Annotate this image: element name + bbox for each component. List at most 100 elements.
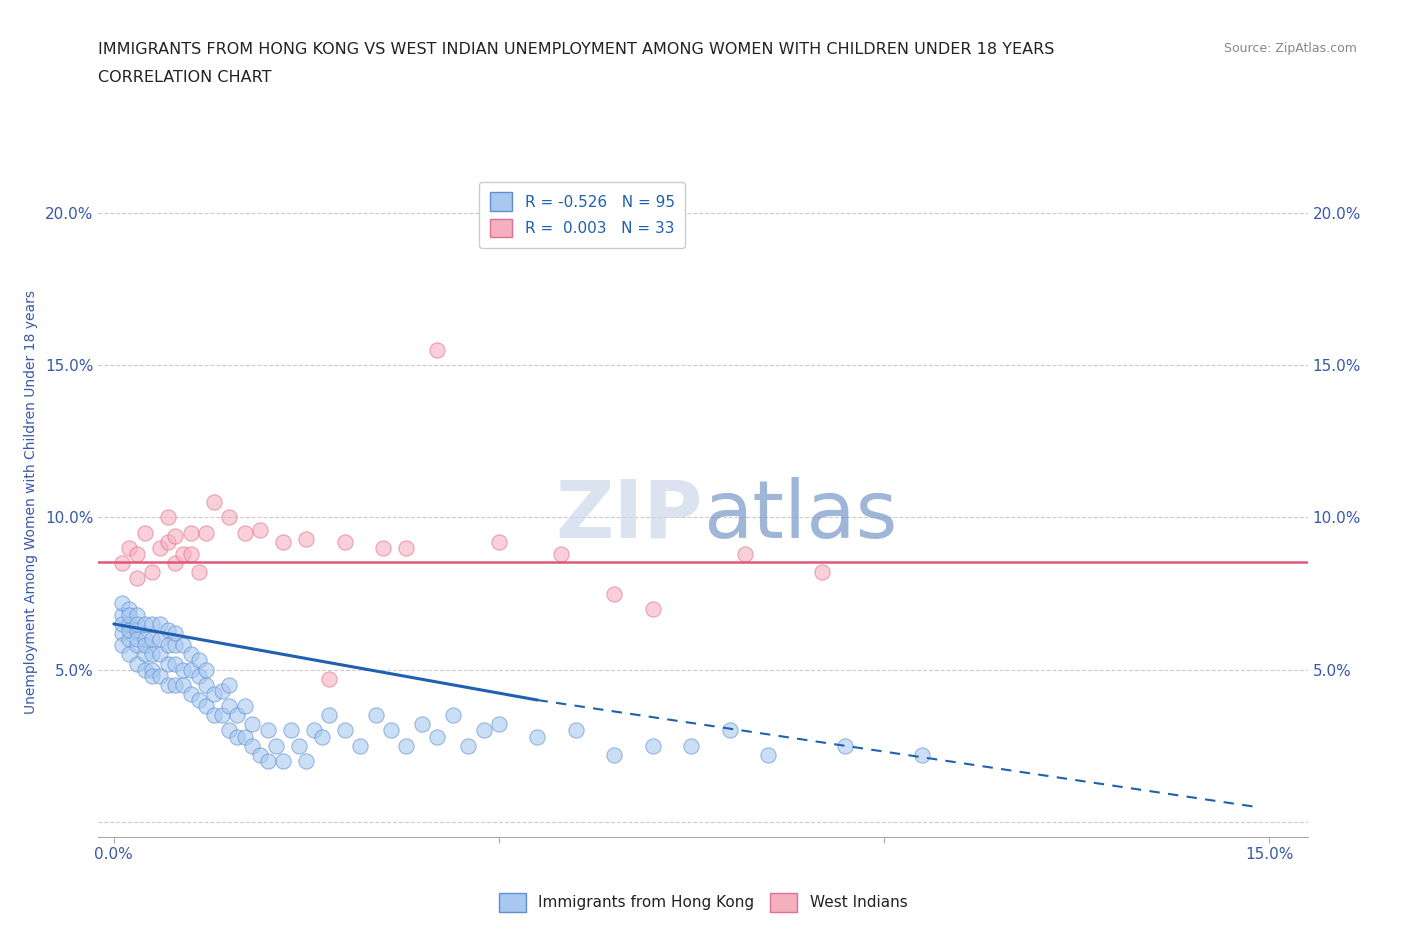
Point — [118, 631, 141, 646]
Point — [165, 638, 187, 653]
Point — [172, 662, 194, 677]
Point — [271, 753, 294, 768]
Point — [134, 638, 156, 653]
Point — [211, 708, 233, 723]
Point — [264, 738, 287, 753]
Point — [911, 748, 934, 763]
Point — [641, 602, 664, 617]
Point — [302, 723, 325, 737]
Point — [811, 565, 834, 579]
Point — [218, 723, 240, 737]
Point — [426, 342, 449, 357]
Point — [172, 638, 194, 653]
Point — [202, 708, 225, 723]
Point — [125, 622, 148, 637]
Point — [125, 631, 148, 646]
Point — [165, 555, 187, 570]
Point — [457, 738, 479, 753]
Point — [226, 708, 249, 723]
Point — [287, 738, 309, 753]
Point — [141, 565, 163, 579]
Point — [156, 638, 179, 653]
Point — [149, 617, 172, 631]
Point — [134, 647, 156, 662]
Point — [195, 677, 218, 692]
Point — [364, 708, 387, 723]
Point — [125, 656, 148, 671]
Point — [526, 729, 548, 744]
Point — [134, 662, 156, 677]
Point — [180, 547, 202, 562]
Point — [125, 638, 148, 653]
Point — [110, 607, 132, 622]
Point — [141, 669, 163, 684]
Text: ZIP: ZIP — [555, 476, 703, 554]
Point — [125, 617, 148, 631]
Text: CORRELATION CHART: CORRELATION CHART — [98, 70, 271, 85]
Point — [156, 535, 179, 550]
Point — [318, 671, 340, 686]
Point — [149, 631, 172, 646]
Point — [349, 738, 371, 753]
Y-axis label: Unemployment Among Women with Children Under 18 years: Unemployment Among Women with Children U… — [24, 290, 38, 714]
Point — [125, 547, 148, 562]
Point — [165, 528, 187, 543]
Point — [202, 686, 225, 701]
Point — [734, 547, 756, 562]
Point — [149, 669, 172, 684]
Point — [488, 717, 510, 732]
Point — [187, 693, 209, 708]
Point — [373, 540, 395, 555]
Point — [118, 647, 141, 662]
Point — [187, 653, 209, 668]
Point — [202, 495, 225, 510]
Point — [110, 595, 132, 610]
Point — [249, 522, 271, 537]
Text: atlas: atlas — [703, 476, 897, 554]
Point — [242, 738, 264, 753]
Point — [125, 571, 148, 586]
Point — [718, 723, 741, 737]
Point — [110, 617, 132, 631]
Point — [233, 525, 256, 540]
Point — [141, 631, 163, 646]
Point — [125, 607, 148, 622]
Point — [395, 540, 418, 555]
Point — [149, 647, 172, 662]
Point — [472, 723, 495, 737]
Text: Source: ZipAtlas.com: Source: ZipAtlas.com — [1223, 42, 1357, 55]
Point — [165, 626, 187, 641]
Point — [488, 535, 510, 550]
Point — [195, 662, 218, 677]
Legend: R = -0.526   N = 95, R =  0.003   N = 33: R = -0.526 N = 95, R = 0.003 N = 33 — [479, 181, 685, 248]
Point — [211, 684, 233, 698]
Point — [118, 602, 141, 617]
Point — [218, 510, 240, 525]
Point — [118, 607, 141, 622]
Point — [441, 708, 464, 723]
Point — [195, 698, 218, 713]
Point — [172, 547, 194, 562]
Point — [218, 677, 240, 692]
Point — [242, 717, 264, 732]
Point — [249, 748, 271, 763]
Point — [165, 656, 187, 671]
Point — [180, 662, 202, 677]
Point — [603, 748, 626, 763]
Legend: Immigrants from Hong Kong, West Indians: Immigrants from Hong Kong, West Indians — [492, 887, 914, 918]
Point — [141, 617, 163, 631]
Point — [141, 662, 163, 677]
Point — [550, 547, 572, 562]
Point — [426, 729, 449, 744]
Point — [141, 647, 163, 662]
Point — [295, 531, 318, 546]
Point — [165, 677, 187, 692]
Point — [187, 565, 209, 579]
Point — [180, 525, 202, 540]
Point — [333, 723, 356, 737]
Point — [156, 677, 179, 692]
Point — [565, 723, 588, 737]
Point — [172, 677, 194, 692]
Point — [834, 738, 856, 753]
Point — [681, 738, 703, 753]
